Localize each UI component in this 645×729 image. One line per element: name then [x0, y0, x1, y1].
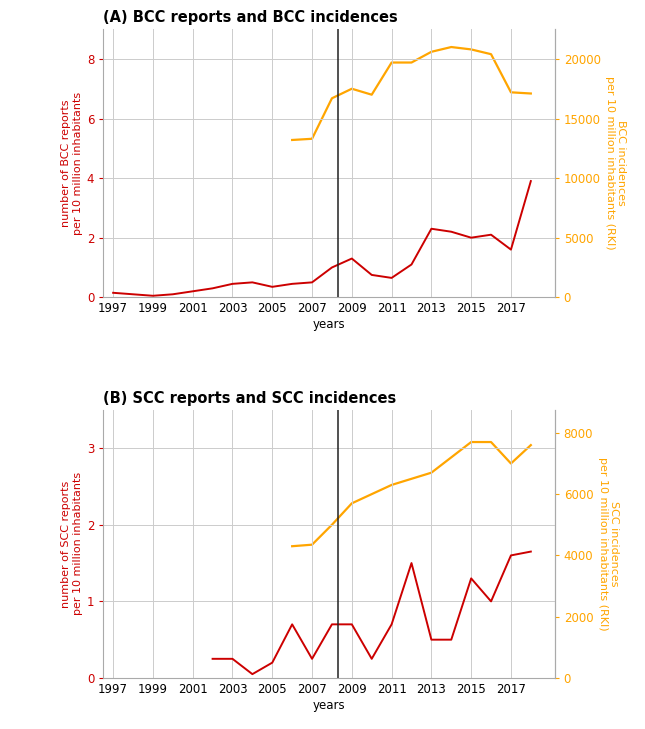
- Y-axis label: number of BCC reports
per 10 million inhabitants: number of BCC reports per 10 million inh…: [61, 92, 83, 235]
- Text: (B) SCC reports and SCC incidences: (B) SCC reports and SCC incidences: [103, 391, 397, 406]
- Y-axis label: number of SCC reports
per 10 million inhabitants: number of SCC reports per 10 million inh…: [61, 472, 83, 615]
- Text: (A) BCC reports and BCC incidences: (A) BCC reports and BCC incidences: [103, 10, 398, 26]
- Y-axis label: BCC incidences
per 10 million inhabitants (RKI): BCC incidences per 10 million inhabitant…: [605, 77, 626, 250]
- X-axis label: years: years: [313, 698, 345, 712]
- Y-axis label: SCC incidences
per 10 million inhabitants (RKI): SCC incidences per 10 million inhabitant…: [597, 457, 619, 631]
- X-axis label: years: years: [313, 318, 345, 331]
